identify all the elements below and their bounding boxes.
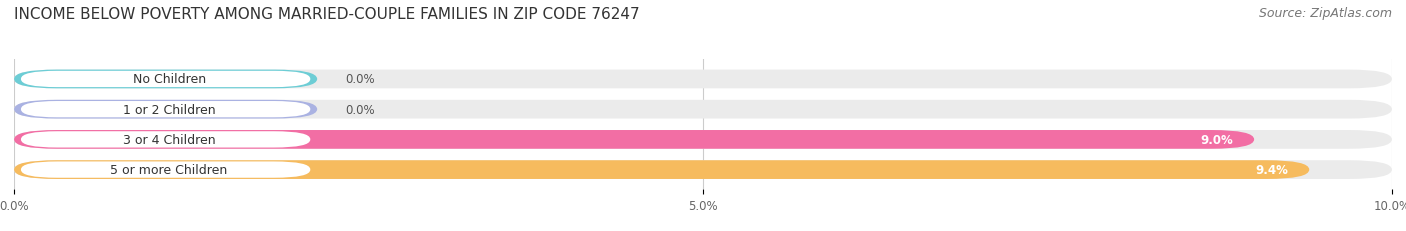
Text: 1 or 2 Children: 1 or 2 Children bbox=[122, 103, 215, 116]
Text: 9.0%: 9.0% bbox=[1201, 133, 1233, 146]
FancyBboxPatch shape bbox=[21, 71, 311, 88]
Text: INCOME BELOW POVERTY AMONG MARRIED-COUPLE FAMILIES IN ZIP CODE 76247: INCOME BELOW POVERTY AMONG MARRIED-COUPL… bbox=[14, 7, 640, 22]
FancyBboxPatch shape bbox=[14, 161, 1392, 179]
Text: 0.0%: 0.0% bbox=[344, 103, 374, 116]
FancyBboxPatch shape bbox=[14, 70, 318, 89]
FancyBboxPatch shape bbox=[14, 100, 318, 119]
FancyBboxPatch shape bbox=[21, 132, 311, 148]
FancyBboxPatch shape bbox=[14, 161, 1309, 179]
Text: 9.4%: 9.4% bbox=[1256, 163, 1289, 176]
Text: Source: ZipAtlas.com: Source: ZipAtlas.com bbox=[1258, 7, 1392, 20]
FancyBboxPatch shape bbox=[14, 131, 1254, 149]
FancyBboxPatch shape bbox=[14, 131, 1392, 149]
Text: 0.0%: 0.0% bbox=[344, 73, 374, 86]
Text: 5 or more Children: 5 or more Children bbox=[111, 163, 228, 176]
FancyBboxPatch shape bbox=[14, 70, 1392, 89]
FancyBboxPatch shape bbox=[21, 102, 311, 118]
FancyBboxPatch shape bbox=[14, 100, 1392, 119]
Text: 3 or 4 Children: 3 or 4 Children bbox=[122, 133, 215, 146]
Text: No Children: No Children bbox=[132, 73, 205, 86]
FancyBboxPatch shape bbox=[21, 162, 311, 178]
